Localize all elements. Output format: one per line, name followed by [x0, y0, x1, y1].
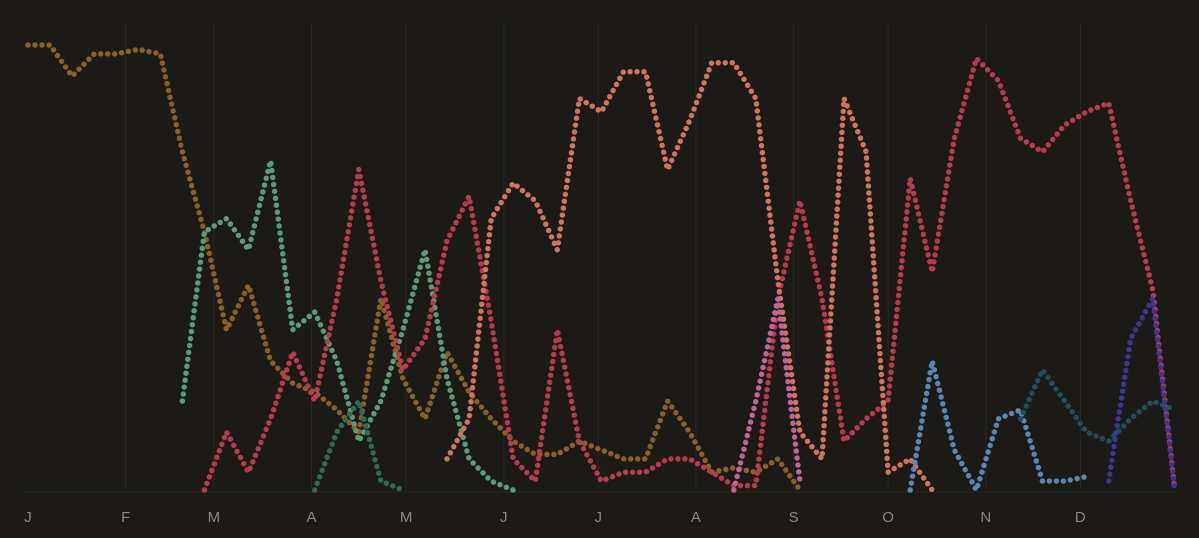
- series-dots: [731, 295, 803, 493]
- x-tick-label: F: [121, 509, 130, 526]
- series-dots: [444, 60, 935, 493]
- series-dots: [179, 157, 516, 493]
- x-tick-label: J: [500, 509, 508, 526]
- x-tick-label: J: [595, 509, 603, 526]
- x-tick-label: N: [980, 509, 991, 526]
- x-tick-label: A: [691, 509, 701, 526]
- x-tick-label: O: [882, 509, 894, 526]
- series-dots: [311, 398, 406, 493]
- series-dots: [201, 55, 1178, 493]
- x-tick-label: M: [208, 509, 221, 526]
- x-tick-label: S: [789, 509, 799, 526]
- x-tick-label: A: [307, 509, 317, 526]
- series-dots: [1017, 367, 1178, 444]
- x-tick-label: M: [400, 509, 413, 526]
- series-dots: [1105, 295, 1178, 493]
- x-tick-label: J: [24, 509, 32, 526]
- x-tick-label: D: [1075, 509, 1086, 526]
- series-dots: [25, 42, 803, 493]
- series-dots: [907, 358, 1090, 493]
